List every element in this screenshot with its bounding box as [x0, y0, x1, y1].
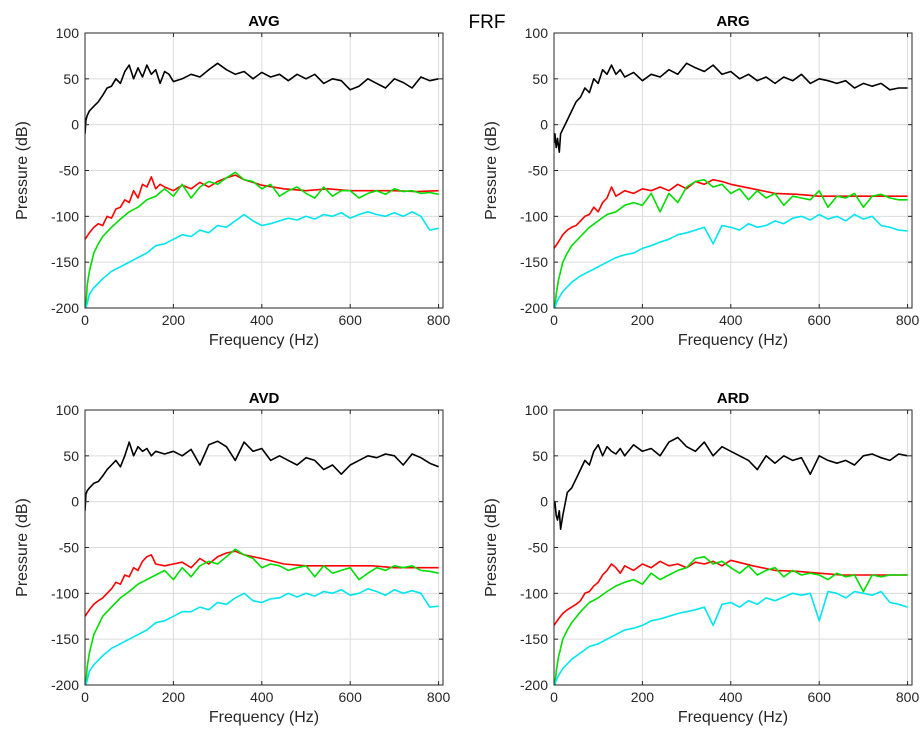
x-tick-label: 800	[427, 312, 451, 328]
series-line-4	[554, 213, 908, 308]
x-axis-label: Frequency (Hz)	[209, 332, 319, 349]
x-tick-label: 0	[81, 312, 89, 328]
y-tick-label: 100	[56, 402, 80, 418]
y-tick-label: 100	[56, 25, 80, 41]
y-tick-label: 100	[525, 25, 549, 41]
y-tick-label: -50	[59, 540, 79, 556]
y-tick-label: -200	[520, 300, 548, 316]
x-tick-label: 200	[162, 689, 186, 705]
y-tick-label: -150	[51, 254, 79, 270]
series-line-4	[554, 590, 908, 685]
series-line-1	[85, 440, 439, 511]
x-tick-label: 200	[631, 689, 655, 705]
chart-title: AVD	[249, 390, 280, 407]
series-line-4	[85, 211, 439, 308]
y-axis-label: Pressure (dB)	[14, 121, 31, 220]
chart-title: ARG	[716, 13, 749, 30]
y-tick-label: -200	[520, 677, 548, 693]
y-tick-label: 50	[532, 448, 548, 464]
y-axis-label: Pressure (dB)	[483, 498, 500, 597]
series-line-1	[554, 436, 908, 531]
series-line-2	[554, 559, 908, 626]
x-tick-label: 400	[250, 689, 274, 705]
x-tick-label: 600	[808, 689, 832, 705]
series-line-3	[554, 178, 908, 308]
y-tick-label: 0	[71, 494, 79, 510]
y-tick-label: 50	[63, 71, 79, 87]
chart-panel-ard: 0 200 400 600 800 -200 -150 -100 -50 0 50 100 ARD Fre…	[483, 390, 919, 726]
x-axis-label: Frequency (Hz)	[678, 709, 788, 726]
x-tick-label: 200	[631, 312, 655, 328]
y-tick-label: 50	[532, 71, 548, 87]
x-tick-label: 800	[896, 689, 920, 705]
y-tick-label: 100	[525, 402, 549, 418]
y-tick-label: -100	[51, 585, 79, 601]
x-tick-label: 0	[550, 312, 558, 328]
y-tick-label: 0	[71, 117, 79, 133]
x-tick-label: 800	[427, 689, 451, 705]
x-tick-label: 200	[162, 312, 186, 328]
y-axis-label: Pressure (dB)	[483, 121, 500, 220]
x-axis-label: Frequency (Hz)	[678, 332, 788, 349]
x-tick-label: 800	[896, 312, 920, 328]
series-line-3	[85, 548, 439, 685]
y-tick-label: -100	[51, 208, 79, 224]
y-tick-label: -150	[520, 631, 548, 647]
y-axis-label: Pressure (dB)	[14, 498, 31, 597]
x-tick-label: 400	[719, 689, 743, 705]
y-tick-label: -50	[528, 540, 548, 556]
y-tick-label: 0	[540, 117, 548, 133]
y-tick-label: 0	[540, 494, 548, 510]
y-tick-label: -50	[59, 163, 79, 179]
chart-title: AVG	[248, 13, 279, 30]
y-tick-label: -200	[51, 677, 79, 693]
x-tick-label: 600	[808, 312, 832, 328]
chart-panel-avd: 0 200 400 600 800 -200 -150 -100 -50 0 50 100 AVD Fre…	[14, 390, 450, 726]
x-tick-label: 600	[339, 312, 363, 328]
series-line-3	[85, 171, 439, 308]
figure-title: FRF	[469, 12, 506, 33]
series-line-4	[85, 587, 439, 685]
chart-panel-arg: 0 200 400 600 800 -200 -150 -100 -50 0 50 100 ARG Fre…	[483, 13, 919, 349]
series-line-1	[85, 62, 439, 134]
x-tick-label: 0	[550, 689, 558, 705]
y-tick-label: -150	[51, 631, 79, 647]
x-tick-label: 0	[81, 689, 89, 705]
y-tick-label: -200	[51, 300, 79, 316]
x-axis-label: Frequency (Hz)	[209, 709, 319, 726]
x-tick-label: 400	[719, 312, 743, 328]
series-line-3	[554, 555, 908, 685]
chart-title: ARD	[717, 390, 750, 407]
y-tick-label: -100	[520, 208, 548, 224]
y-tick-label: -50	[528, 163, 548, 179]
x-tick-label: 600	[339, 689, 363, 705]
x-tick-label: 400	[250, 312, 274, 328]
y-tick-label: 50	[63, 448, 79, 464]
y-tick-label: -100	[520, 585, 548, 601]
chart-panel-avg: 0 200 400 600 800 -200 -150 -100 -50 0 50 100 AVG Fre…	[14, 13, 450, 349]
y-tick-label: -150	[520, 254, 548, 270]
series-line-1	[554, 62, 908, 153]
